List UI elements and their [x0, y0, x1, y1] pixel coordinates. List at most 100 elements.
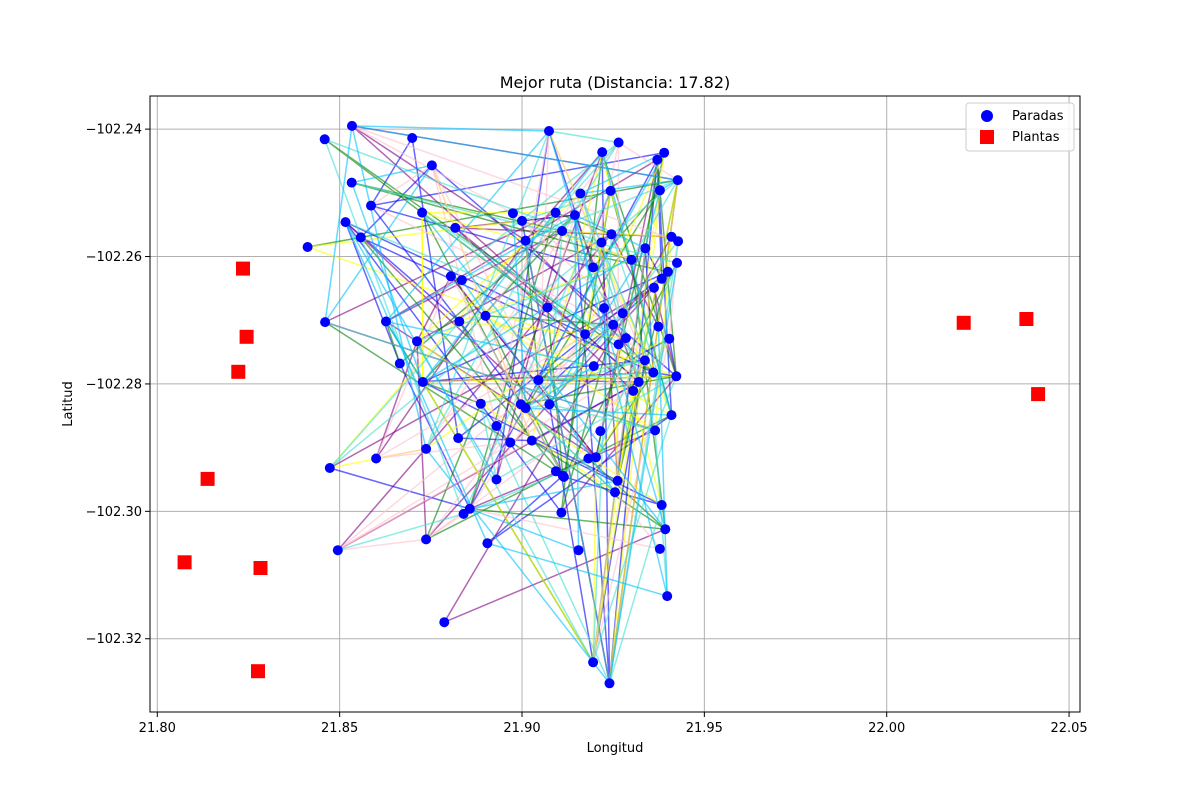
parada-point: [656, 273, 667, 284]
parada-point: [557, 226, 568, 236]
parada-point: [320, 317, 331, 328]
chart-title: Mejor ruta (Distancia: 17.82): [500, 73, 731, 92]
parada-point: [394, 358, 405, 369]
parada-point: [426, 160, 437, 171]
parada-point: [340, 217, 351, 228]
parada-point: [671, 371, 682, 382]
parada-point: [610, 487, 620, 498]
parada-point: [520, 235, 531, 246]
parada-point: [475, 398, 486, 409]
y-tick-label: −102.28: [86, 377, 142, 392]
parada-point: [605, 185, 616, 196]
planta-point: [236, 261, 250, 276]
x-axis-label: Longitud: [587, 741, 644, 756]
parada-point: [672, 257, 682, 268]
parada-point: [346, 177, 357, 188]
y-tick-label: −102.26: [86, 250, 142, 265]
plot-frame: [149, 95, 1081, 713]
legend: Paradas Plantas: [965, 102, 1075, 152]
parada-point: [662, 591, 673, 602]
parada-point: [445, 271, 456, 282]
parada-point: [558, 471, 569, 482]
parada-point: [544, 399, 555, 410]
planta-point: [956, 315, 971, 330]
parada-point: [381, 316, 391, 327]
y-tick-label: −102.30: [86, 505, 142, 520]
route-segment: [337, 164, 615, 551]
parada-point: [588, 262, 599, 273]
parada-point: [407, 133, 418, 143]
parada-point: [456, 275, 467, 286]
x-axis-ticks: 21.80 21.85 21.90 21.95 22.00 22.05: [139, 712, 1088, 736]
parada-point: [347, 120, 357, 131]
parada-point: [319, 134, 330, 145]
parada-point: [417, 377, 428, 387]
parada-point: [613, 339, 624, 350]
parada-point: [575, 188, 586, 199]
parada-point: [458, 508, 469, 519]
parada-point: [580, 329, 591, 340]
parada-point: [595, 426, 606, 437]
planta-point: [251, 664, 265, 679]
parada-point: [633, 377, 644, 387]
parada-point: [480, 310, 491, 321]
x-tick-label: 22.05: [1050, 721, 1087, 736]
parada-point: [421, 534, 432, 545]
x-tick-label: 21.95: [686, 721, 723, 736]
parada-point: [613, 137, 624, 148]
parada-point: [650, 425, 661, 436]
x-tick-label: 22.00: [868, 721, 905, 736]
route-segment: [524, 150, 667, 493]
parada-point: [626, 254, 637, 265]
parada-point: [332, 545, 343, 556]
parada-point: [654, 185, 665, 196]
parada-point: [583, 453, 594, 464]
parada-point: [628, 385, 639, 396]
route-segment: [351, 125, 678, 195]
parada-point: [491, 421, 502, 431]
parada-point: [417, 207, 428, 218]
route-segment: [351, 181, 679, 516]
parada-point: [542, 302, 553, 313]
parada-point: [371, 453, 382, 464]
parada-point: [517, 215, 527, 226]
parada-point: [656, 500, 667, 510]
parada-point: [453, 433, 464, 444]
parada-point: [639, 355, 650, 366]
planta-point: [177, 555, 192, 570]
parada-point: [653, 321, 664, 332]
parada-point: [491, 474, 502, 485]
parada-point: [324, 463, 335, 473]
parada-point: [533, 375, 544, 386]
legend-plantas-label: Plantas: [1012, 130, 1060, 145]
parada-point: [640, 243, 651, 254]
parada-point: [596, 237, 607, 248]
parada-point: [454, 316, 465, 327]
parada-point: [550, 207, 561, 218]
parada-point: [588, 657, 599, 668]
planta-point: [253, 561, 268, 575]
route-segment: [458, 211, 666, 530]
parada-point: [599, 303, 610, 314]
x-tick-label: 21.80: [139, 721, 176, 736]
parada-point: [664, 333, 675, 344]
plantas-series: [177, 261, 1046, 679]
parada-point: [672, 175, 683, 186]
parada-point: [649, 282, 659, 293]
parada-point: [648, 367, 659, 378]
parada-point: [439, 617, 450, 628]
x-tick-label: 21.90: [503, 721, 540, 736]
y-tick-label: −102.32: [86, 632, 142, 647]
parada-point: [544, 126, 554, 136]
legend-paradas-label: Paradas: [1012, 109, 1064, 124]
parada-point: [659, 147, 670, 158]
parada-point: [505, 437, 516, 448]
route-segment: [479, 359, 678, 597]
parada-point: [620, 333, 631, 344]
parada-point: [617, 308, 628, 319]
parada-point: [654, 543, 665, 554]
y-axis-ticks: −102.24 −102.26 −102.28 −102.30 −102.32: [86, 123, 150, 647]
parada-point: [573, 545, 584, 556]
